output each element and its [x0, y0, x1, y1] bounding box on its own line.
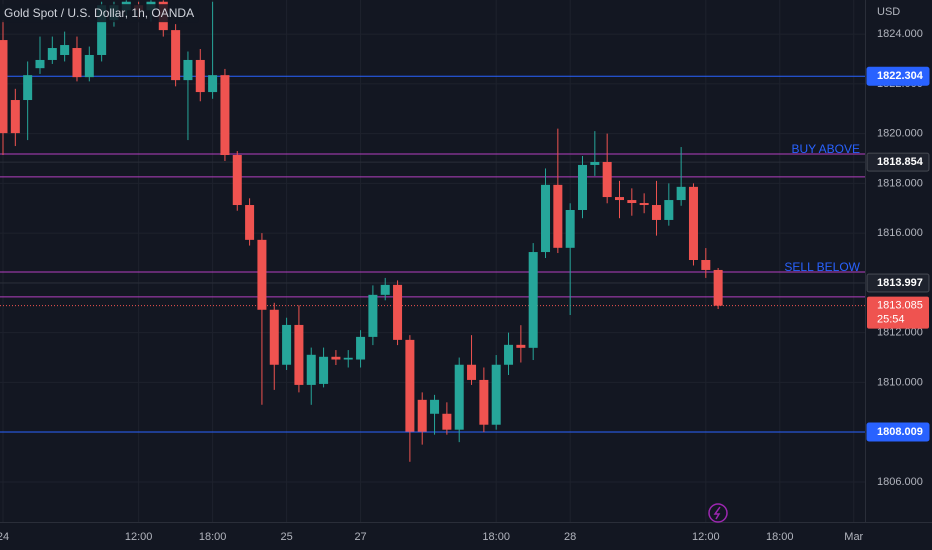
candle-body: [479, 379, 489, 425]
candle-body: [60, 45, 70, 55]
candle-body: [183, 59, 193, 81]
candle-body: [232, 155, 242, 206]
candle-body: [590, 161, 600, 165]
icon-circle: [708, 503, 728, 523]
x-tick-label: 18:00: [766, 531, 794, 543]
candle-body: [343, 357, 353, 360]
lines: BUY ABOVE SELL BELOW: [0, 75, 865, 433]
icon-bolt: [713, 506, 721, 520]
countdown-label: 25:54: [877, 314, 905, 326]
y-tick-label: 1818.000: [877, 177, 923, 189]
candle-body: [245, 205, 255, 240]
price-label-box: [866, 422, 930, 442]
candle-body: [578, 164, 588, 210]
candle-body: [195, 59, 205, 93]
candle-body: [528, 252, 538, 348]
candle-body: [701, 260, 711, 270]
grid: [0, 0, 865, 522]
candle-body: [553, 184, 563, 248]
candle-body: [220, 75, 230, 156]
candle-body: [97, 5, 107, 55]
candle-body: [565, 209, 575, 248]
current-price-label: 1813.085: [877, 300, 923, 312]
x-tick-label: 12:00: [125, 531, 153, 543]
chart-title: Gold Spot / U.S. Dollar, 1h, OANDA: [4, 6, 194, 20]
candle-body: [294, 324, 304, 385]
candle-body: [442, 413, 452, 430]
y-tick-label: 1816.000: [877, 227, 923, 239]
candle-body: [491, 364, 501, 425]
candle-body: [380, 284, 390, 295]
x-tick-label: 28: [564, 531, 576, 543]
price-label-box: [866, 273, 930, 293]
x-tick-label: 27: [354, 531, 366, 543]
price-label-box: [866, 66, 930, 86]
candle-body: [405, 339, 415, 432]
candle-body: [171, 30, 181, 81]
currency-label: USD: [877, 6, 900, 18]
candle-body: [47, 48, 57, 60]
price-label: 1822.304: [877, 70, 924, 82]
candle-body: [35, 59, 45, 69]
candle-body: [208, 75, 218, 93]
price-label: 1813.997: [877, 277, 923, 289]
candle-body: [10, 100, 20, 134]
y-tick-label: 1812.000: [877, 327, 923, 339]
candle-body: [417, 399, 427, 432]
y-tick-label: 1820.000: [877, 128, 923, 140]
candle-body: [84, 54, 94, 78]
candle-body: [688, 186, 698, 261]
current-price-box: [867, 296, 929, 329]
candle-body: [664, 200, 674, 220]
candle-body: [516, 344, 526, 348]
candle-body: [269, 309, 279, 365]
y-tick-label: 1824.000: [877, 28, 923, 40]
candle-body: [23, 75, 33, 101]
candle-body: [393, 284, 403, 340]
candle-body: [454, 364, 464, 430]
candle-body: [72, 48, 82, 78]
candle-body: [331, 356, 341, 360]
candle-body: [651, 205, 661, 220]
candle-body: [306, 354, 316, 385]
candle-body: [713, 269, 723, 306]
candle-body: [614, 197, 624, 201]
candle-body: [319, 356, 329, 384]
x-tick-label: 12:00: [692, 531, 720, 543]
candle-body: [504, 344, 514, 365]
y-tick-label: 1806.000: [877, 476, 923, 488]
candle-body: [467, 364, 477, 380]
price-label-box: [866, 152, 930, 172]
x-tick-label: Mar: [844, 531, 863, 543]
candle-body: [0, 40, 8, 134]
candles: [0, 0, 723, 462]
candle-body: [627, 200, 637, 204]
title-background: [0, 4, 199, 23]
price-label: 1818.854: [877, 156, 924, 168]
lightning-icon[interactable]: [708, 503, 728, 523]
candle-body: [639, 203, 649, 206]
x-tick-label: 24: [0, 531, 9, 543]
price-label: 1808.009: [877, 426, 923, 438]
line-text: SELL BELOW: [784, 260, 860, 274]
candle-body: [368, 294, 378, 337]
x-tick-label: 18:00: [199, 531, 227, 543]
candle-body: [541, 184, 551, 253]
candle-body: [430, 399, 440, 414]
line-text: BUY ABOVE: [792, 142, 860, 156]
candle-body: [282, 324, 292, 365]
candle-body: [602, 161, 612, 198]
candle-body: [257, 239, 267, 310]
x-tick-label: 18:00: [482, 531, 510, 543]
x-tick-label: 25: [280, 531, 292, 543]
candle-body: [356, 336, 366, 360]
y-tick-label: 1810.000: [877, 376, 923, 388]
axis: 1806.0001808.0001810.0001812.0001814.000…: [0, 28, 930, 543]
candle-body: [676, 186, 686, 201]
